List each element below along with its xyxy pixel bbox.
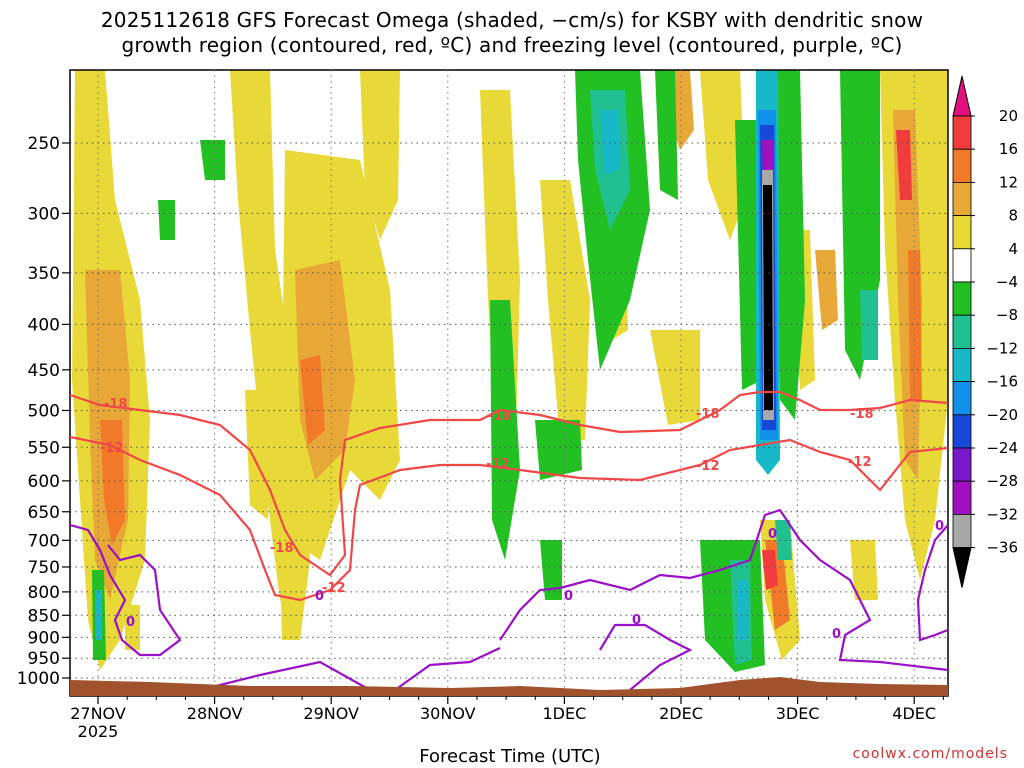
colorbar-label: −28 [986,472,1018,490]
y-tick-label: 450 [28,361,60,381]
label-zero-c: 0 [564,589,573,604]
colorbar-swatch [952,248,972,283]
colorbar-label: −32 [986,505,1018,523]
dendritic-contours [70,390,948,602]
colorbar-label: −16 [986,373,1018,391]
colorbar-label: −4 [996,273,1018,291]
y-axis: 2503003504004505005506006507007508008509… [17,134,70,689]
label-zero-d: 0 [632,613,641,628]
label-minus12-c: -12 [486,457,510,472]
y-tick-label: 350 [28,264,60,284]
colorbar-label: −20 [986,406,1018,424]
colorbar-label: 20 [999,107,1018,125]
freezing-labels: 0 0 0 0 0 0 0 [126,519,944,642]
y-tick-label: 600 [28,472,60,492]
colorbar-swatch [952,480,972,515]
label-zero-a: 0 [126,615,135,630]
colorbar-label: −24 [986,439,1018,457]
dendritic-labels: -18 -12 -18 -12 -18 -12 -18 -12 -18 -12 [100,397,874,596]
minus12-contour [70,435,948,602]
y-tick-label: 300 [28,204,60,224]
x-axis-title: Forecast Time (UTC) [419,746,601,767]
colorbar-swatch [952,447,972,482]
y-tick-label: 500 [28,402,60,422]
colorbar-swatch [952,347,972,382]
x-tick-label: 29NOV [303,704,359,723]
colorbar-label: −12 [986,339,1018,357]
y-tick-label: 550 [28,438,60,458]
x-tick-label: 28NOV [187,704,243,723]
colorbar-swatch [952,148,972,183]
colorbar-label: 12 [999,173,1018,191]
freezing-contour-lower2 [394,647,501,691]
label-minus12-d: -12 [696,459,720,474]
colorbar-swatch [952,414,972,449]
label-minus18-c: -18 [488,409,512,424]
gridlines [70,70,948,696]
colorbar-label: 16 [999,140,1018,158]
colorbar-swatch [952,281,972,316]
freezing-contour-west [70,523,182,657]
y-tick-label: 1000 [17,669,60,689]
label-zero-e: 0 [768,527,777,542]
omega-shading [72,70,948,672]
credit-text: coolwx.com/models [852,746,1008,762]
y-tick-label: 650 [28,503,60,523]
minus18-contour [70,390,948,577]
y-tick-label: 700 [28,531,60,551]
y-tick-label: 950 [28,649,60,669]
freezing-contours [70,508,948,692]
y-tick-label: 250 [28,134,60,154]
colorbar-swatch [952,215,972,250]
x-tick-label: 4DEC [892,704,936,723]
label-minus18-e: -18 [850,407,874,422]
freezing-contour-main [499,508,948,672]
freezing-contour-east [916,524,948,642]
label-minus12-a: -12 [100,441,124,456]
colorbar-swatch [952,314,972,349]
y-tick-label: 900 [28,628,60,648]
label-minus18-b: -18 [270,541,294,556]
label-minus18-a: -18 [104,397,128,412]
colorbar-swatch [952,514,972,549]
x-year-label: 2025 [78,722,119,741]
y-tick-label: 800 [28,583,60,603]
chart-title-line1: 2025112618 GFS Forecast Omega (shaded, −… [100,8,924,32]
y-tick-label: 750 [28,558,60,578]
x-tick-label: 1DEC [543,704,587,723]
x-tick-label: 27NOV [70,704,126,723]
colorbar-label: 8 [1008,207,1018,225]
colorbar-swatch [952,115,972,150]
x-tick-label: 30NOV [420,704,476,723]
chart-title-line2: growth region (contoured, red, ºC) and f… [121,33,903,57]
freezing-contour-lower [199,660,371,692]
freezing-contour-mid [599,623,693,691]
label-zero-b: 0 [315,589,324,604]
y-tick-label: 400 [28,315,60,335]
colorbar-swatch [952,381,972,416]
label-minus12-e: -12 [848,455,872,470]
terrain-band [70,677,948,696]
label-minus12-b: -12 [322,581,346,596]
colorbar-bottom-arrow [952,547,972,588]
color-bar: 20 16 12 8 4 −4 −8 −12 −16 −20 −24 −28 −32 −36 [952,75,1018,588]
label-minus18-d: -18 [696,407,720,422]
x-axis: 27NOV 28NOV 29NOV 30NOV 1DEC 2DEC 3DEC 4DEC 2025 [70,696,944,741]
colorbar-top-arrow [952,75,972,117]
label-zero-g: 0 [935,519,944,534]
colorbar-swatch [952,181,972,216]
x-tick-label: 2DEC [659,704,703,723]
x-tick-label: 3DEC [776,704,820,723]
colorbar-label: −36 [986,539,1018,557]
y-tick-label: 850 [28,606,60,626]
colorbar-label: 4 [1008,240,1018,258]
colorbar-label: −8 [996,306,1018,324]
label-zero-f: 0 [832,627,841,642]
